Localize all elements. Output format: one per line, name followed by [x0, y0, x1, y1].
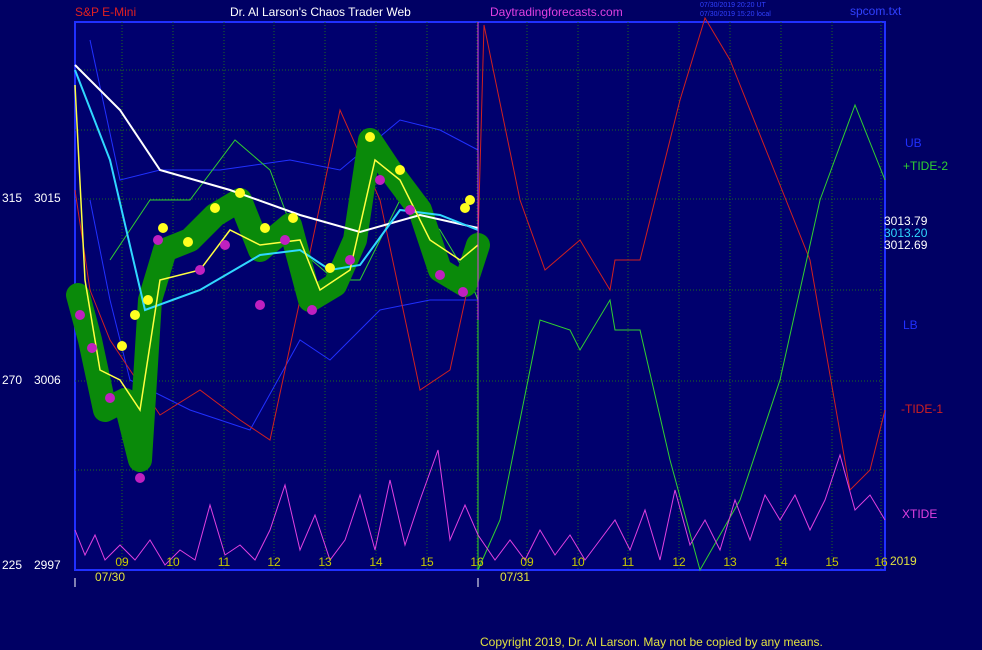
- y-tick-label: 3006: [34, 373, 61, 387]
- yellow-avg: [74, 84, 479, 413]
- high-dot: [143, 295, 153, 305]
- high-dot: [395, 165, 405, 175]
- ub-band: [89, 39, 479, 181]
- high-dot: [260, 223, 270, 233]
- high-dot: [325, 263, 335, 273]
- tide-2-curve: [109, 103, 886, 572]
- candle-dots: [75, 132, 475, 483]
- high-dot: [210, 203, 220, 213]
- legend-label: UB: [905, 136, 922, 150]
- y-tick-label: 2997: [34, 558, 61, 572]
- low-dot: [75, 310, 85, 320]
- site: Daytradingforecasts.com: [490, 5, 623, 19]
- x-tick-label: 09: [520, 555, 534, 569]
- y-tick-label: 315: [2, 191, 22, 205]
- high-dot: [235, 188, 245, 198]
- low-dot: [458, 287, 468, 297]
- low-dot: [105, 393, 115, 403]
- low-dot: [220, 240, 230, 250]
- high-dot: [183, 237, 193, 247]
- legend-label: XTIDE: [902, 507, 937, 521]
- x-tick-label: 11: [218, 555, 231, 569]
- symbol: S&P E-Mini: [75, 5, 136, 19]
- x-tick-label: 15: [825, 555, 839, 569]
- low-dot: [195, 265, 205, 275]
- high-dot: [130, 310, 140, 320]
- timestamp-utc: 07/30/2019 20:20 UT: [700, 2, 766, 9]
- x-tick-label: 14: [369, 555, 383, 569]
- legend-label: +TIDE-2: [903, 159, 948, 173]
- price-label: 3013.79: [884, 214, 928, 228]
- x-tick-label: 09: [115, 555, 129, 569]
- copyright: Copyright 2019, Dr. Al Larson. May not b…: [480, 635, 823, 649]
- y-tick-label: 3015: [34, 191, 61, 205]
- white-avg: [74, 64, 479, 234]
- lb-band: [89, 199, 478, 431]
- x-tick-label: 14: [774, 555, 788, 569]
- x-tick-label: 11: [622, 555, 635, 569]
- high-dot: [460, 203, 470, 213]
- year: 2019: [890, 554, 917, 568]
- date-label: 07/31: [500, 570, 530, 584]
- price-label: 3013.20: [884, 226, 928, 240]
- low-dot: [375, 175, 385, 185]
- xtide-curve: [74, 449, 886, 566]
- low-dot: [435, 270, 445, 280]
- file: spcom.txt: [850, 4, 902, 18]
- price-label: 3012.69: [884, 238, 928, 252]
- x-tick-label: 10: [166, 555, 180, 569]
- x-tick-label: 13: [723, 555, 737, 569]
- x-tick-label: 10: [571, 555, 585, 569]
- high-dot: [288, 213, 298, 223]
- y-tick-label: 225: [2, 558, 22, 572]
- low-dot: [280, 235, 290, 245]
- legend-label: LB: [903, 318, 918, 332]
- low-dot: [345, 255, 355, 265]
- x-tick-label: 15: [420, 555, 434, 569]
- tide-1-curve: [74, 16, 886, 492]
- low-dot: [135, 473, 145, 483]
- date-label: 07/30: [95, 570, 125, 584]
- x-tick-label: 13: [318, 555, 332, 569]
- high-dot: [158, 223, 168, 233]
- price-blob: [66, 128, 490, 472]
- plot-area: [74, 21, 886, 571]
- x-tick-label: 12: [672, 555, 686, 569]
- x-tick-label: 16: [470, 555, 484, 569]
- low-dot: [405, 205, 415, 215]
- title: Dr. Al Larson's Chaos Trader Web: [230, 5, 411, 19]
- high-dot: [365, 132, 375, 142]
- timestamp-local: 07/30/2019 15:20 local: [700, 11, 771, 18]
- axis-labels: 09 10 11 12 13 14 15 16 09 10 11 12 13 14 15 16 315 3015 2…: [2, 191, 888, 572]
- low-dot: [153, 235, 163, 245]
- low-dot: [87, 343, 97, 353]
- y-tick-label: 270: [2, 373, 22, 387]
- low-dot: [307, 305, 317, 315]
- legend-label: -TIDE-1: [901, 402, 943, 416]
- x-tick-label: 12: [267, 555, 281, 569]
- x-tick-label: 16: [874, 555, 888, 569]
- high-dot: [117, 341, 127, 351]
- low-dot: [255, 300, 265, 310]
- high-dot: [465, 195, 475, 205]
